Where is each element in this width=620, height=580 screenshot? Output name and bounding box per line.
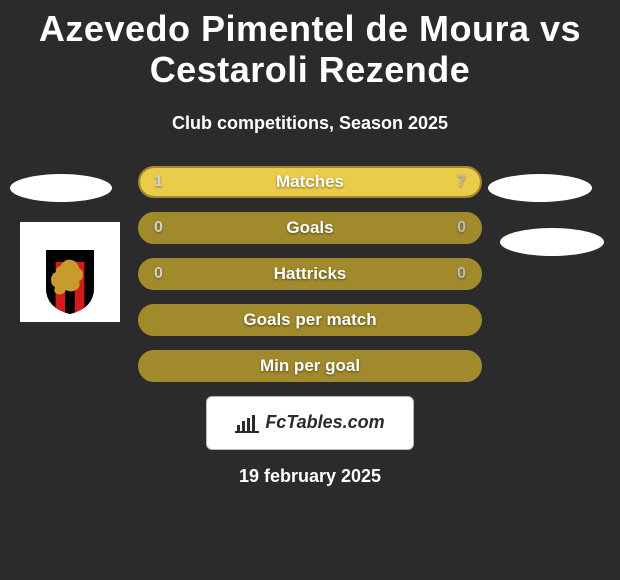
bar-label: Min per goal — [140, 356, 480, 376]
bar-value-right: 7 — [457, 173, 466, 191]
brand-box: FcTables.com — [206, 396, 414, 450]
bar-label: Goals — [140, 218, 480, 238]
bar-row: Goals0 0 — [138, 212, 482, 244]
bar-value-right: 0 — [457, 219, 466, 237]
team-left-crest — [20, 222, 120, 322]
brand-text: FcTables.com — [265, 412, 384, 433]
page-title: Azevedo Pimentel de Moura vs Cestaroli R… — [0, 0, 620, 95]
bar-row: Goals per match — [138, 304, 482, 336]
bar-value-right: 0 — [457, 265, 466, 283]
bar-value-left: 0 — [154, 219, 163, 237]
subtitle: Club competitions, Season 2025 — [0, 113, 620, 134]
bar-value-left: 1 — [154, 173, 163, 191]
bar-row: Min per goal — [138, 350, 482, 382]
team-right-placeholder-top — [488, 174, 592, 202]
chart-icon — [235, 413, 259, 433]
bar-label: Matches — [140, 172, 480, 192]
team-left-placeholder — [10, 174, 112, 202]
bar-row: Matches1 7 — [138, 166, 482, 198]
card-root: Azevedo Pimentel de Moura vs Cestaroli R… — [0, 0, 620, 580]
bar-label: Hattricks — [140, 264, 480, 284]
date-text: 19 february 2025 — [0, 466, 620, 487]
bar-row: Hattricks0 0 — [138, 258, 482, 290]
bar-value-left: 0 — [154, 265, 163, 283]
bar-label: Goals per match — [140, 310, 480, 330]
team-right-placeholder-bottom — [500, 228, 604, 256]
